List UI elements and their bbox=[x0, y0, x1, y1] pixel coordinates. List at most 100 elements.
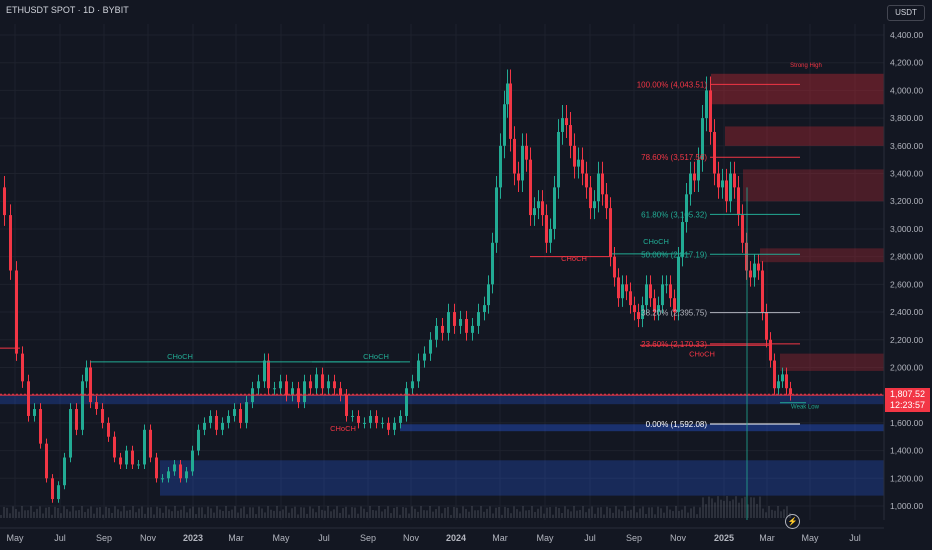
x-tick-label: May bbox=[536, 533, 554, 543]
volume-bar bbox=[93, 513, 95, 518]
volume-bar bbox=[753, 497, 755, 518]
zone-block bbox=[0, 395, 884, 405]
currency-unit-button[interactable]: USDT bbox=[887, 5, 925, 21]
volume-bar bbox=[9, 513, 11, 518]
candle-body bbox=[745, 242, 748, 271]
y-tick-label: 3,400.00 bbox=[890, 169, 923, 179]
zone-block bbox=[725, 126, 884, 146]
volume-bar bbox=[336, 506, 338, 518]
volume-bar bbox=[762, 508, 764, 518]
volume-bar bbox=[537, 508, 539, 518]
candle-body bbox=[369, 415, 372, 423]
volume-bar bbox=[351, 507, 353, 518]
volume-bar bbox=[732, 499, 734, 518]
x-tick-label: Mar bbox=[759, 533, 775, 543]
volume-bar bbox=[63, 506, 65, 518]
y-tick-label: 2,600.00 bbox=[890, 279, 923, 289]
candle-body bbox=[741, 215, 744, 243]
volume-bar bbox=[123, 506, 125, 518]
volume-bar bbox=[243, 506, 245, 518]
volume-bar bbox=[471, 506, 473, 518]
volume-bar bbox=[429, 506, 431, 518]
volume-bar bbox=[507, 507, 509, 518]
candle-body bbox=[753, 263, 756, 278]
volume-bar bbox=[87, 508, 89, 518]
x-tick-label: Sep bbox=[626, 533, 642, 543]
symbol-title[interactable]: ETHUSDT SPOT · 1D · BYBIT bbox=[6, 5, 129, 15]
volume-bar bbox=[603, 514, 605, 518]
candle-body bbox=[263, 360, 266, 382]
lightning-icon[interactable]: ⚡ bbox=[785, 514, 800, 529]
volume-bar bbox=[192, 506, 194, 518]
volume-bar bbox=[213, 512, 215, 518]
candle-body bbox=[513, 138, 516, 174]
volume-bar bbox=[12, 506, 14, 518]
volume-bar bbox=[156, 506, 158, 518]
candle-body bbox=[737, 187, 740, 216]
volume-bar bbox=[417, 511, 419, 518]
volume-bar bbox=[726, 496, 728, 518]
candle-body bbox=[553, 187, 556, 229]
last-price-tag: 1,807.52 12:23:57 bbox=[885, 388, 930, 412]
volume-bar bbox=[198, 507, 200, 518]
volume-bar bbox=[447, 506, 449, 518]
candle-body bbox=[209, 415, 212, 423]
volume-bar bbox=[165, 506, 167, 518]
volume-bar bbox=[558, 508, 560, 518]
y-tick-label: 3,200.00 bbox=[890, 196, 923, 206]
volume-bar bbox=[84, 512, 86, 518]
volume-bar bbox=[597, 507, 599, 518]
volume-bar bbox=[45, 507, 47, 518]
candle-body bbox=[447, 312, 450, 333]
volume-bar bbox=[477, 510, 479, 518]
candle-body bbox=[125, 450, 128, 465]
volume-bar bbox=[0, 515, 2, 518]
candle-body bbox=[665, 284, 668, 286]
volume-bar bbox=[657, 506, 659, 518]
volume-bar bbox=[279, 511, 281, 518]
volume-bar bbox=[591, 506, 593, 518]
candle-body bbox=[701, 118, 704, 160]
volume-bar bbox=[300, 507, 302, 518]
volume-bar bbox=[390, 513, 392, 518]
volume-bar bbox=[645, 514, 647, 518]
volume-bar bbox=[189, 508, 191, 518]
fib-label: 61.80% (3,105.32) bbox=[641, 210, 707, 219]
candle-body bbox=[649, 284, 652, 299]
candle-body bbox=[197, 429, 200, 451]
candle-body bbox=[781, 374, 784, 382]
candle-body bbox=[21, 353, 24, 382]
x-tick-label: 2025 bbox=[714, 533, 734, 543]
candle-body bbox=[149, 429, 152, 458]
candle-body bbox=[321, 374, 324, 389]
volume-bar bbox=[132, 506, 134, 518]
volume-bar bbox=[438, 506, 440, 518]
volume-bar bbox=[519, 511, 521, 518]
candle-body bbox=[459, 318, 462, 326]
volume-bar bbox=[750, 497, 752, 518]
y-tick-label: 1,400.00 bbox=[890, 446, 923, 456]
candle-body bbox=[713, 131, 716, 174]
candle-body bbox=[697, 159, 700, 181]
candle-body bbox=[625, 284, 628, 292]
volume-bar bbox=[129, 509, 131, 518]
candle-body bbox=[749, 270, 752, 278]
volume-bar bbox=[618, 509, 620, 518]
volume-bar bbox=[210, 508, 212, 518]
volume-bar bbox=[630, 509, 632, 518]
volume-bar bbox=[423, 510, 425, 518]
volume-bar bbox=[780, 511, 782, 518]
candle-body bbox=[327, 381, 330, 389]
volume-bar bbox=[195, 514, 197, 518]
volume-bar bbox=[342, 508, 344, 518]
volume-bar bbox=[648, 507, 650, 518]
candle-body bbox=[381, 422, 384, 424]
fib-label: 0.00% (1,592.08) bbox=[646, 420, 708, 429]
candle-body bbox=[161, 478, 164, 480]
volume-bar bbox=[588, 508, 590, 518]
volume-bar bbox=[282, 509, 284, 518]
candle-body bbox=[717, 173, 720, 188]
volume-bar bbox=[474, 510, 476, 518]
